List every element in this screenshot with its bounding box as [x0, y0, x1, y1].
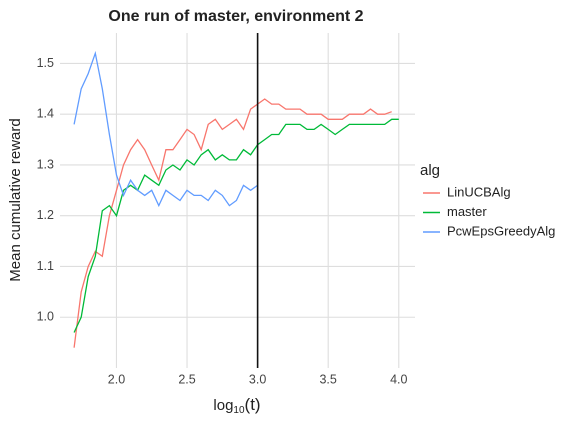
x-axis-label: log10(t)	[213, 395, 260, 415]
legend-title: alg	[420, 162, 440, 179]
y-tick-label: 1.3	[37, 157, 54, 171]
legend-label: master	[447, 204, 487, 219]
x-tick-label: 3.0	[249, 372, 266, 386]
x-label-base: log	[213, 397, 233, 414]
y-tick-label: 1.0	[37, 310, 54, 324]
legend-label: LinUCBAlg	[447, 184, 511, 199]
series-line	[73, 118, 399, 333]
chart-title: One run of master, environment 2	[108, 8, 363, 25]
x-tick-label: 2.0	[108, 372, 125, 386]
y-axis-label: Mean cumulative reward	[7, 118, 24, 281]
x-tick-label: 3.5	[319, 372, 336, 386]
series-line	[73, 98, 392, 348]
legend-label: PcwEpsGreedyAlg	[447, 223, 555, 238]
y-tick-label: 1.2	[37, 208, 54, 222]
x-label-arg: (t)	[245, 395, 261, 414]
y-tick-label: 1.1	[37, 259, 54, 273]
x-tick-label: 4.0	[390, 372, 407, 386]
y-tick-label: 1.4	[37, 107, 54, 121]
y-tick-label: 1.5	[37, 56, 54, 70]
series-line	[73, 50, 258, 208]
x-label-sub: 10	[233, 405, 245, 416]
x-tick-label: 2.5	[178, 372, 195, 386]
